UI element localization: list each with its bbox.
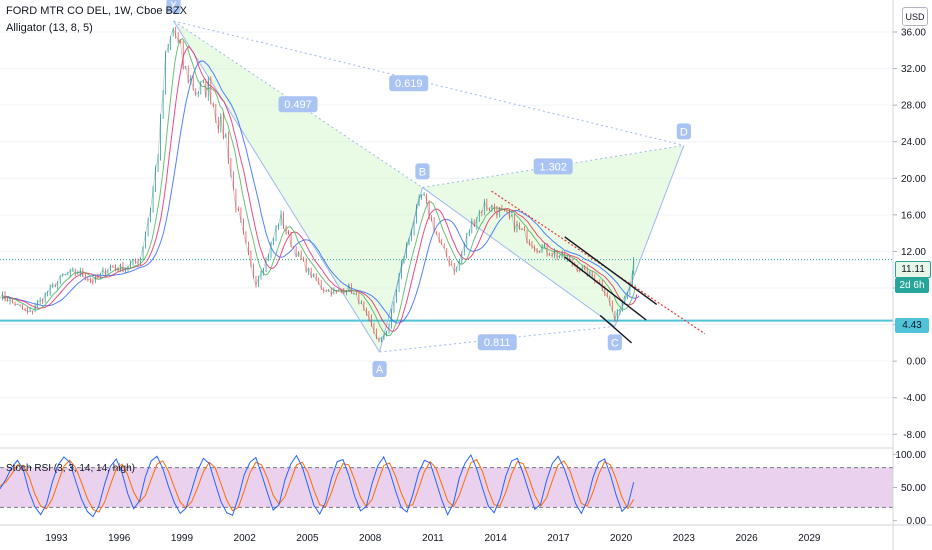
price-gridlines: [0, 31, 893, 435]
price-tick-label: -4.00: [903, 393, 926, 404]
pattern-labels: X A B C D 0.497 0.619 1.302 0.811: [166, 0, 691, 377]
stoch-band: [0, 467, 893, 508]
pattern-leg-xa: [173, 20, 381, 353]
pattern-ratio-bg: [389, 75, 429, 92]
time-tick-label: 2011: [422, 533, 444, 544]
last-price-tag: 11.11: [895, 261, 931, 278]
time-tick-label: 1999: [171, 533, 194, 544]
pattern-point-c-bg: [607, 334, 622, 351]
price-line: [0, 27, 634, 341]
pattern-point-x-bg: [166, 0, 181, 14]
price-tick-label: 36.00: [901, 28, 926, 39]
oscillator-tick-label: 0.00: [907, 516, 927, 527]
stoch-k-line: [0, 453, 635, 518]
time-tick-label: 2020: [610, 533, 633, 544]
pattern-point-a: A: [376, 364, 384, 376]
time-tick-label: 2017: [547, 533, 570, 544]
pattern-leg-bc: [422, 187, 616, 327]
pattern-point-d: D: [680, 126, 688, 138]
pattern-ratio-bg: [278, 96, 318, 113]
time-tick-label: 2014: [485, 533, 508, 544]
stoch-d-line: [0, 458, 635, 513]
oscillator-axis[interactable]: 0.00 50.00 100.00: [893, 450, 926, 527]
bar-countdown-tag: 2d 6h: [895, 278, 929, 293]
price-pane[interactable]: X A B C D 0.497 0.619 1.302 0.811: [0, 0, 893, 448]
alligator-lines: [1, 37, 640, 337]
trendline: [564, 256, 647, 321]
trendline: [564, 236, 658, 306]
time-tick-label: 1993: [45, 533, 68, 544]
pattern-point-x: X: [170, 0, 178, 12]
pattern-point-d-bg: [676, 123, 691, 140]
indicator-legend[interactable]: Alligator (13, 8, 5): [6, 22, 93, 34]
price-tick-label: 32.00: [901, 64, 926, 75]
oscillator-pane[interactable]: Stoch RSI (3, 3, 14, 14, high): [0, 453, 893, 518]
support-level-tag: 4.43: [895, 318, 929, 333]
time-tick-label: 2026: [735, 533, 758, 544]
pattern-ratio: 0.619: [395, 78, 423, 90]
price-candles: [2, 26, 635, 343]
time-axis[interactable]: 1993 1996 1999 2002 2005 2008 2011 2014 2017 2020…: [45, 533, 821, 544]
pattern-leg-ab: [379, 187, 423, 353]
time-tick-label: 2029: [798, 533, 821, 544]
oscillator-tick-label: 50.00: [901, 483, 926, 494]
price-tick-label: 28.00: [901, 101, 926, 112]
pattern-ratio: 1.302: [539, 161, 567, 173]
time-tick-label: 2023: [673, 533, 696, 544]
alligator-teeth: [2, 45, 638, 332]
time-tick-label: 2005: [296, 533, 319, 544]
price-tick-label: 16.00: [901, 210, 926, 221]
pattern-point-a-bg: [372, 361, 387, 377]
pattern-point-b: B: [419, 166, 426, 178]
pattern-lines: [173, 20, 685, 353]
time-tick-label: 2008: [359, 533, 382, 544]
pattern-triangle-xab: [173, 21, 423, 353]
price-tick-label: -8.00: [903, 430, 926, 441]
pattern-diag-bd: [422, 144, 684, 188]
pattern-point-b-bg: [415, 163, 430, 180]
trendline: [599, 314, 633, 344]
price-tick-label: 24.00: [901, 137, 926, 148]
symbol-legend[interactable]: FORD MTR CO DEL, 1W, Cboe BZX: [6, 5, 187, 17]
price-tick-label: 20.00: [901, 174, 926, 185]
trendlines[interactable]: [491, 190, 706, 344]
pattern-ratio: 0.811: [484, 337, 511, 349]
pattern-ratio-bg: [533, 158, 573, 175]
alligator-lips: [1, 37, 636, 337]
pattern-triangle-bcd: [422, 145, 684, 327]
pattern-ratio-bg: [477, 334, 517, 351]
price-tick-label: 12.00: [901, 247, 926, 258]
pattern-leg-cd: [614, 145, 685, 327]
trendline: [491, 190, 706, 335]
pattern-point-c: C: [611, 337, 619, 349]
time-tick-label: 2002: [234, 533, 257, 544]
currency-button[interactable]: USD: [902, 7, 928, 26]
time-tick-label: 1996: [108, 533, 131, 544]
oscillator-tick-label: 100.00: [895, 450, 926, 461]
stoch-legend[interactable]: Stoch RSI (3, 3, 14, 14, high): [6, 463, 135, 474]
price-tick-label: 0.00: [907, 357, 927, 368]
price-axis[interactable]: -8.00-4.000.004.008.0012.0016.0020.0024.…: [893, 28, 926, 441]
pattern-ratio: 0.497: [284, 99, 312, 111]
